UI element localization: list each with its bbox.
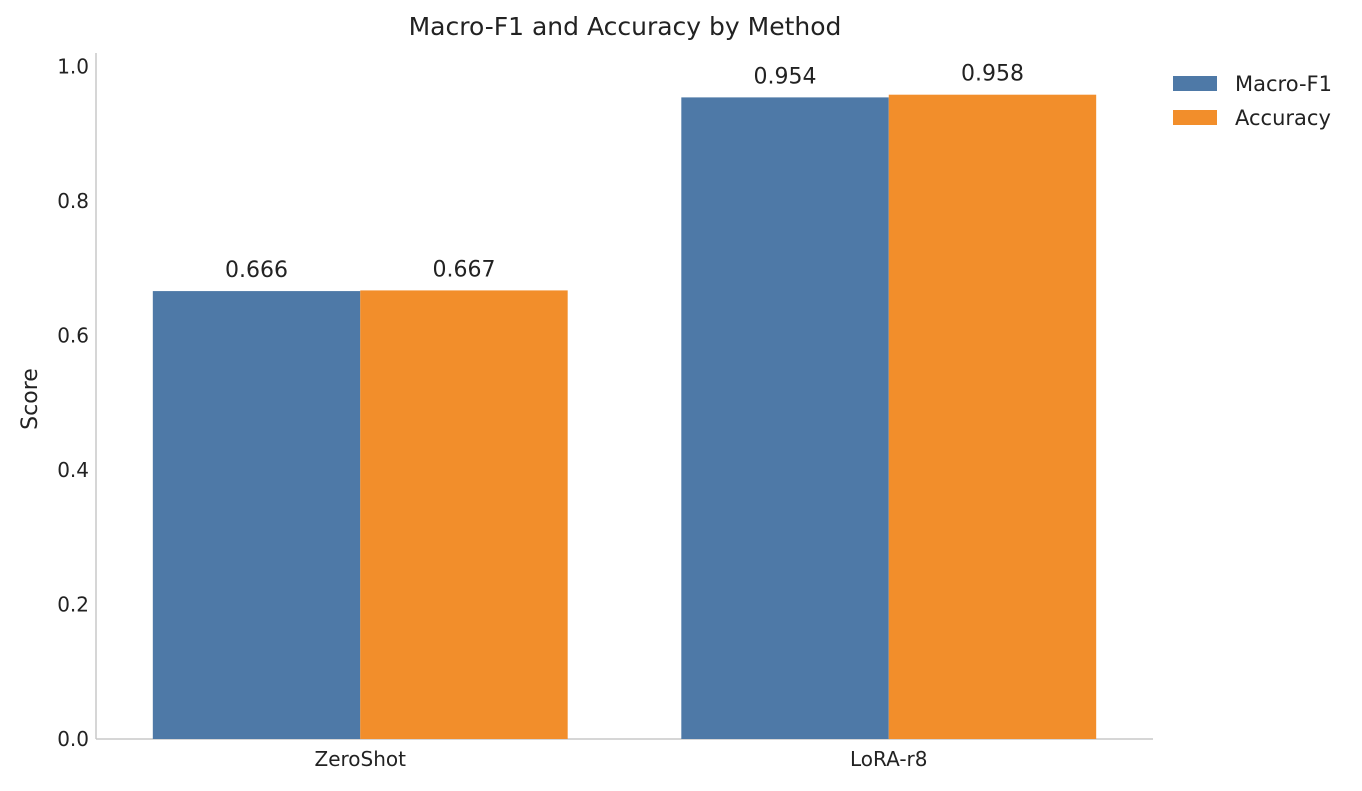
bar bbox=[681, 97, 889, 739]
x-tick-label: ZeroShot bbox=[315, 747, 407, 771]
y-tick-label: 1.0 bbox=[57, 54, 89, 78]
bar bbox=[360, 290, 568, 739]
legend-swatch bbox=[1173, 76, 1217, 91]
y-tick-label: 0.6 bbox=[57, 323, 89, 347]
bar-value-label: 0.667 bbox=[432, 257, 495, 282]
y-tick-label: 0.8 bbox=[57, 189, 89, 213]
bar bbox=[152, 291, 361, 739]
legend: Macro-F1 Accuracy bbox=[1173, 72, 1332, 130]
legend-label: Macro-F1 bbox=[1235, 72, 1332, 96]
x-tick-label: LoRA-r8 bbox=[850, 747, 928, 771]
chart-title: Macro-F1 and Accuracy by Method bbox=[409, 12, 842, 41]
legend-label: Accuracy bbox=[1235, 106, 1331, 130]
y-tick-label: 0.0 bbox=[57, 727, 89, 751]
y-axis-title: Score bbox=[18, 368, 43, 430]
bar-value-label: 0.958 bbox=[961, 62, 1024, 87]
bar-value-label: 0.666 bbox=[225, 258, 288, 283]
bars-group bbox=[152, 94, 1097, 739]
axes: 0.0 0.2 0.4 0.6 0.8 1.0 ZeroShot LoRA-r8 bbox=[57, 53, 1153, 771]
bar bbox=[888, 94, 1097, 739]
bar-value-label: 0.954 bbox=[754, 64, 817, 89]
legend-swatch bbox=[1173, 110, 1217, 125]
value-labels-group: 0.666 0.954 0.667 0.958 bbox=[225, 62, 1024, 283]
y-tick-label: 0.4 bbox=[57, 458, 89, 482]
y-tick-label: 0.2 bbox=[57, 592, 89, 616]
